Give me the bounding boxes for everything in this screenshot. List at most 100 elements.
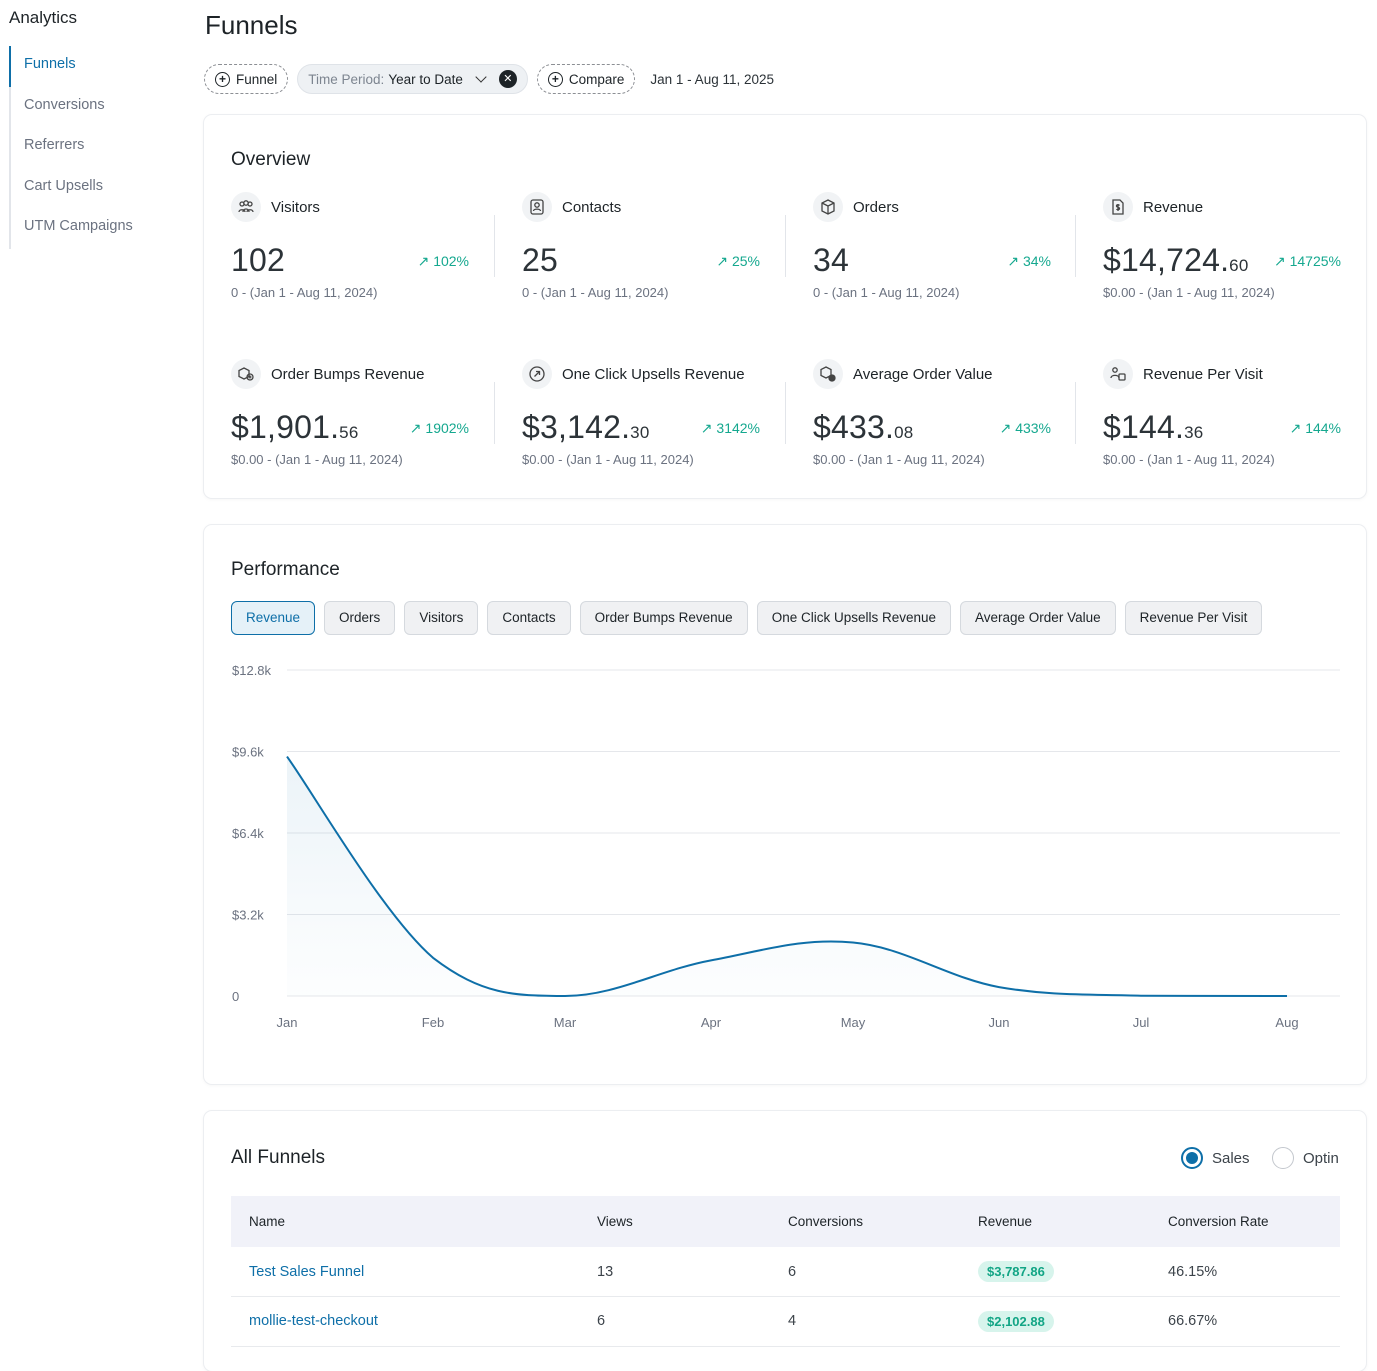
table-row[interactable]: Test Sales Funnel 13 6 $3,787.86 46.15% [231, 1247, 1340, 1297]
stat-change: ↗ 14725% [1274, 253, 1341, 270]
stat-value: 102 [231, 242, 285, 279]
stat-value: $433.08 [813, 409, 913, 446]
funnel-conversion-rate: 46.15% [1150, 1247, 1340, 1297]
all-funnels-card: All Funnels Sales Optin Name Views Conve… [204, 1111, 1366, 1371]
x-tick-label: Apr [701, 1015, 722, 1030]
stat-label: Orders [853, 199, 899, 216]
stat-label: One Click Upsells Revenue [562, 366, 745, 383]
tab-contacts[interactable]: Contacts [487, 601, 570, 635]
y-tick-label: 0 [232, 989, 239, 1004]
clear-time-period-icon[interactable]: ✕ [499, 70, 517, 88]
upsell-arrow-icon [522, 359, 552, 389]
funnel-views: 6 [579, 1297, 770, 1347]
stat-value: $144.36 [1103, 409, 1203, 446]
trend-up-icon: ↗ [716, 253, 732, 269]
trend-up-icon: ↗ [1007, 253, 1023, 269]
average-order-icon [813, 359, 843, 389]
funnel-conversion-rate: 66.67% [1150, 1297, 1340, 1347]
sidebar-heading: Analytics [9, 8, 77, 28]
stat-value: $3,142.30 [522, 409, 649, 446]
column-header-conversions[interactable]: Conversions [770, 1196, 960, 1247]
funnel-name-link[interactable]: mollie-test-checkout [231, 1297, 579, 1347]
x-tick-label: Jan [277, 1015, 298, 1030]
funnel-conversions: 6 [770, 1247, 960, 1297]
divider [494, 382, 495, 444]
column-header-revenue[interactable]: Revenue [960, 1196, 1150, 1247]
x-tick-label: May [841, 1015, 866, 1030]
y-tick-label: $3.2k [232, 908, 264, 923]
time-period-dropdown[interactable]: Time Period: Year to Date ✕ [297, 64, 528, 94]
stat-visitors: Visitors 102 ↗ 102% 0 - (Jan 1 - Aug 11,… [231, 192, 469, 312]
sales-radio[interactable]: Sales [1181, 1147, 1250, 1169]
optin-radio[interactable]: Optin [1272, 1147, 1339, 1169]
stat-previous: $0.00 - (Jan 1 - Aug 11, 2024) [231, 452, 403, 467]
y-tick-label: $9.6k [232, 745, 264, 760]
stat-change: ↗ 1902% [410, 420, 469, 437]
x-tick-label: Mar [554, 1015, 577, 1030]
stat-previous: $0.00 - (Jan 1 - Aug 11, 2024) [522, 452, 694, 467]
plus-icon: + [548, 72, 563, 87]
performance-tabs: Revenue Orders Visitors Contacts Order B… [231, 601, 1271, 635]
divider [494, 215, 495, 277]
sidebar-item-utm-campaigns[interactable]: UTM Campaigns [11, 208, 133, 249]
funnel-filter-label: Funnel [236, 72, 277, 87]
funnel-name-link[interactable]: Test Sales Funnel [231, 1247, 579, 1297]
stat-contacts: Contacts 25 ↗ 25% 0 - (Jan 1 - Aug 11, 2… [522, 192, 760, 312]
tab-visitors[interactable]: Visitors [404, 601, 478, 635]
sales-radio-label: Sales [1212, 1150, 1250, 1167]
divider [1075, 215, 1076, 277]
tab-revenue[interactable]: Revenue [231, 601, 315, 635]
trend-up-icon: ↗ [701, 420, 717, 436]
trend-up-icon: ↗ [1274, 253, 1290, 269]
funnel-revenue: $2,102.88 [960, 1297, 1150, 1347]
tab-revenue-per-visit[interactable]: Revenue Per Visit [1125, 601, 1263, 635]
compare-button[interactable]: + Compare [537, 64, 636, 94]
tab-average-order-value[interactable]: Average Order Value [960, 601, 1116, 635]
sidebar-item-referrers[interactable]: Referrers [11, 127, 133, 168]
stat-previous: $0.00 - (Jan 1 - Aug 11, 2024) [813, 452, 985, 467]
column-header-conversion-rate[interactable]: Conversion Rate [1150, 1196, 1340, 1247]
sidebar-item-cart-upsells[interactable]: Cart Upsells [11, 168, 133, 209]
stat-label: Visitors [271, 199, 320, 216]
order-bump-icon [231, 359, 261, 389]
trend-up-icon: ↗ [418, 253, 434, 269]
revenue-badge: $2,102.88 [978, 1311, 1054, 1332]
optin-radio-label: Optin [1303, 1150, 1339, 1167]
funnel-revenue: $3,787.86 [960, 1247, 1150, 1297]
page-title: Funnels [205, 10, 298, 41]
tab-order-bumps-revenue[interactable]: Order Bumps Revenue [580, 601, 748, 635]
contacts-icon [522, 192, 552, 222]
stat-value: $1,901.56 [231, 409, 358, 446]
compare-label: Compare [569, 72, 625, 87]
x-tick-label: Feb [422, 1015, 444, 1030]
stat-value: 34 [813, 242, 849, 279]
stat-label: Revenue Per Visit [1143, 366, 1263, 383]
stat-change: ↗ 102% [418, 253, 469, 270]
stat-label: Average Order Value [853, 366, 993, 383]
table-header-row: Name Views Conversions Revenue Conversio… [231, 1196, 1340, 1247]
stat-average-order-value: Average Order Value $433.08 ↗ 433% $0.00… [813, 359, 1051, 479]
visitors-icon [231, 192, 261, 222]
tab-orders[interactable]: Orders [324, 601, 395, 635]
stat-change: ↗ 144% [1290, 420, 1341, 437]
date-range: Jan 1 - Aug 11, 2025 [650, 72, 774, 87]
stat-label: Revenue [1143, 199, 1203, 216]
sidebar-item-conversions[interactable]: Conversions [11, 87, 133, 128]
y-tick-label: $6.4k [232, 826, 264, 841]
radio-circle [1181, 1147, 1203, 1169]
sidebar-item-funnels[interactable]: Funnels [9, 46, 133, 87]
sidebar: Analytics Funnels Conversions Referrers … [0, 0, 190, 1355]
x-tick-label: Jun [989, 1015, 1010, 1030]
column-header-name[interactable]: Name [231, 1196, 579, 1247]
revenue-badge: $3,787.86 [978, 1261, 1054, 1282]
trend-up-icon: ↗ [410, 420, 426, 436]
time-period-value: Year to Date [388, 72, 463, 87]
add-funnel-filter-button[interactable]: + Funnel [204, 64, 288, 94]
stat-value: 25 [522, 242, 558, 279]
table-row[interactable]: mollie-test-checkout 6 4 $2,102.88 66.67… [231, 1297, 1340, 1347]
divider [785, 215, 786, 277]
column-header-views[interactable]: Views [579, 1196, 770, 1247]
stat-previous: $0.00 - (Jan 1 - Aug 11, 2024) [1103, 452, 1275, 467]
tab-one-click-upsells-revenue[interactable]: One Click Upsells Revenue [757, 601, 951, 635]
